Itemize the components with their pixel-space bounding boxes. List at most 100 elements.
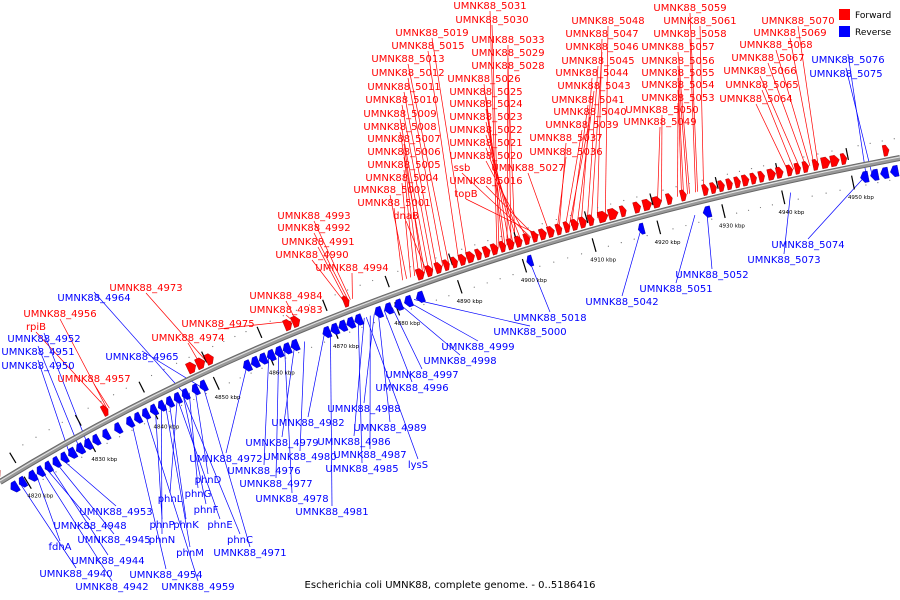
leader-line: [413, 299, 531, 327]
minor-tick: [839, 189, 841, 191]
minor-tick: [811, 195, 813, 197]
minor-tick: [597, 207, 599, 209]
gene-label-umnk88-4993: UMNK88_4993: [277, 211, 350, 222]
gene-label-umnk88-4989: UMNK88_4989: [353, 423, 426, 434]
genome-backbone: [0, 155, 900, 485]
minor-tick: [487, 240, 489, 242]
leader-line: [357, 320, 363, 464]
reverse-gene: [134, 411, 144, 424]
backbone-shadow: [0, 155, 900, 485]
minor-tick: [228, 382, 230, 384]
gene-label-umnk88-4987: UMNK88_4987: [333, 450, 406, 461]
gene-label-lyss: lysS: [408, 460, 428, 471]
leader-line: [383, 310, 413, 383]
leader-line: [194, 389, 209, 475]
leader-line: [568, 116, 591, 227]
gene-label-umnk88-5002: UMNK88_5002: [353, 185, 426, 196]
forward-gene: [290, 315, 301, 329]
minor-tick: [334, 294, 336, 296]
tick-label: 4840 kbp: [153, 424, 179, 430]
minor-tick: [803, 156, 805, 158]
gene-label-umnk88-5065: UMNK88_5065: [725, 80, 798, 91]
gene-label-umnk88-4986: UMNK88_4986: [317, 437, 390, 448]
tick-mark: [322, 299, 328, 312]
gene-label-phnc: phnC: [227, 535, 253, 546]
minor-tick: [762, 165, 765, 167]
reverse-gene: [165, 395, 176, 408]
gene-label-umnk88-5018: UMNK88_5018: [513, 313, 586, 324]
minor-tick: [323, 341, 326, 343]
gene-label-umnk88-5020: UMNK88_5020: [449, 151, 522, 162]
gene-label-umnk88-5069: UMNK88_5069: [753, 28, 826, 39]
minor-tick: [385, 317, 388, 319]
legend-forward-label: Forward: [855, 11, 891, 21]
reverse-gene: [266, 348, 277, 362]
gene-label-umnk88-4945: UMNK88_4945: [77, 535, 150, 546]
minor-tick: [569, 214, 572, 217]
minor-tick: [747, 209, 750, 211]
reverse-gene: [526, 254, 535, 267]
leader-line: [55, 462, 115, 535]
reverse-gene: [68, 446, 79, 459]
reverse-gene: [126, 415, 136, 428]
forward-gene: [709, 182, 717, 195]
leader-line: [299, 341, 305, 452]
gene-label-umnk88-5021: UMNK88_5021: [449, 138, 522, 149]
gene-label-umnk88-5058: UMNK88_5058: [653, 29, 726, 40]
minor-tick: [512, 274, 514, 276]
leader-line: [586, 65, 599, 222]
reverse-gene: [860, 170, 870, 183]
leader-line: [677, 77, 684, 196]
gene-labels: UMNK88_5031 UMNK88_5030 UMNK88_5059 UMNK88_…: [1, 1, 884, 593]
minor-tick: [486, 282, 488, 284]
leader-line: [311, 259, 345, 303]
minor-tick: [212, 345, 214, 348]
forward-gene: [733, 176, 741, 189]
forward-gene: [554, 223, 563, 236]
gene-label-phnp: phnP: [149, 520, 174, 531]
minor-tick: [87, 407, 89, 409]
tick-label: 4900 kbp: [521, 278, 547, 284]
forward-gene: [881, 144, 890, 157]
gene-label-umnk88-4990: UMNK88_4990: [275, 250, 348, 261]
gene-label-umnk88-4942: UMNK88_4942: [75, 582, 148, 593]
leader-line: [489, 10, 498, 249]
leader-line: [399, 304, 461, 356]
leader-line: [401, 182, 411, 278]
tick-mark: [74, 414, 82, 426]
forward-gene: [641, 198, 653, 212]
gene-label-umnk88-5049: UMNK88_5049: [623, 117, 696, 128]
leader-lines: [19, 10, 873, 582]
reverse-gene: [52, 455, 63, 468]
tick-mark: [521, 258, 528, 273]
tick-mark: [384, 275, 390, 288]
minor-tick: [555, 218, 557, 221]
gene-label-dnab: dnaB: [393, 211, 419, 222]
minor-tick: [877, 182, 879, 184]
gene-label-umnk88-5041: UMNK88_5041: [551, 95, 624, 106]
minor-tick: [250, 372, 252, 374]
gene-label-umnk88-4973: UMNK88_4973: [109, 283, 182, 294]
leader-line: [275, 352, 280, 479]
reverse-gene: [637, 222, 646, 235]
reverse-gene: [92, 433, 102, 446]
reverse-gene: [330, 322, 341, 335]
leader-line: [783, 192, 791, 255]
gene-label-umnk88-4979: UMNK88_4979: [245, 438, 318, 449]
leader-line: [391, 307, 423, 370]
gene-label-umnk88-5056: UMNK88_5056: [641, 56, 714, 67]
gene-label-umnk88-5006: UMNK88_5006: [367, 147, 440, 158]
minor-tick: [607, 245, 609, 247]
forward-gene: [801, 161, 810, 174]
minor-tick: [738, 170, 741, 172]
minor-tick: [295, 309, 298, 311]
leader-line: [41, 470, 113, 582]
leader-line: [399, 118, 430, 272]
leader-line: [363, 314, 375, 404]
gene-label-umnk88-4999: UMNK88_4999: [441, 342, 514, 353]
forward-gene: [725, 178, 733, 191]
leader-line: [284, 349, 293, 494]
minor-tick: [48, 429, 50, 431]
minor-tick: [825, 192, 827, 194]
